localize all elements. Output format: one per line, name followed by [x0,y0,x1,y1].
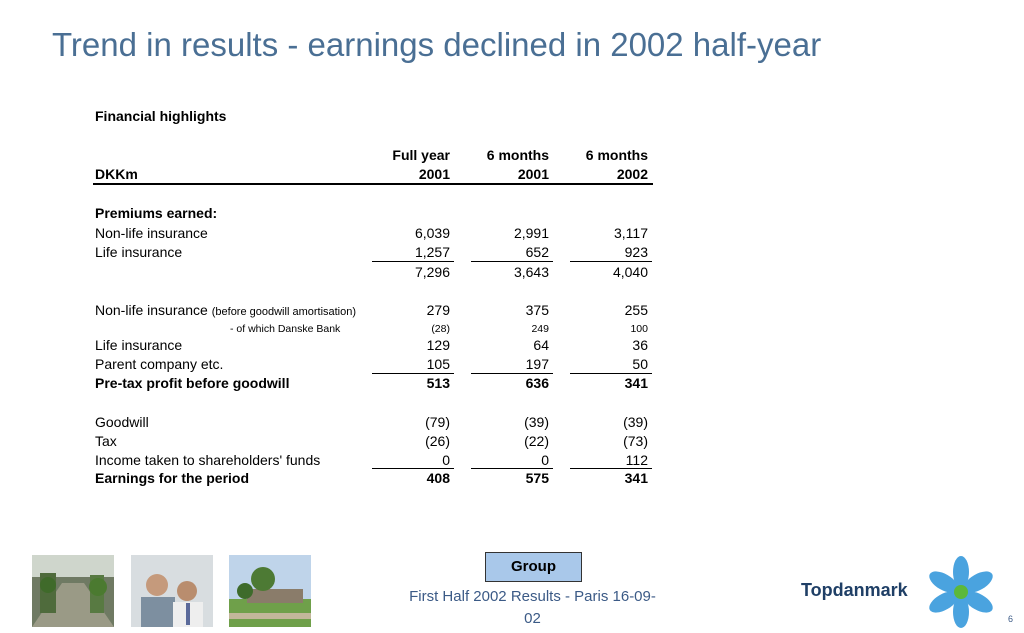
cell-value: 3,117 [614,225,648,241]
row-label: Parent company etc. [95,356,224,372]
cell-value: 636 [525,375,549,391]
col-header-1-line2: 2001 [418,166,450,182]
cell-value: 3,643 [513,264,549,280]
unit-label: DKKm [95,166,138,182]
headquarters-building-photo [229,555,311,627]
cell-value: 4,040 [612,264,648,280]
subtotal-rule [471,261,553,262]
page-number: 6 [1008,614,1014,624]
subtotal-rule [570,261,652,262]
cell-value: (26) [425,433,450,449]
subtotal-rule [570,468,652,469]
col-header-3-line1: 6 months [585,147,648,163]
row-label: Tax [95,433,117,449]
cell-value: 0 [442,452,450,468]
row-label: Income taken to shareholders' funds [95,452,321,468]
subtotal-rule [471,468,553,469]
cell-value: 1,257 [414,244,450,260]
cell-value: 375 [525,302,549,318]
cell-value: (22) [524,433,549,449]
subtotal-rule [471,373,553,374]
cell-value: 197 [525,356,549,372]
row-label: Life insurance [95,244,183,260]
col-header-2-line1: 6 months [486,147,549,163]
row-label: Non-life insurance (before goodwill amor… [95,302,356,321]
cell-value: 105 [426,356,450,372]
cell-value: (28) [431,323,450,335]
header-rule [93,183,653,185]
row-label: Pre-tax profit before goodwill [95,375,290,391]
cell-value: 341 [624,470,648,486]
row-label: Earnings for the period [95,470,250,486]
cell-value: (39) [524,414,549,430]
cell-value: 255 [624,302,648,318]
section-title: Financial highlights [95,108,227,124]
col-header-2-line2: 2001 [517,166,549,182]
cell-value: 6,039 [414,225,450,241]
cell-value: 36 [632,337,648,353]
flower-logo-icon [929,556,993,628]
cell-value: 129 [426,337,450,353]
footer-line-1: First Half 2002 Results - Paris 16-09- [409,588,656,605]
cell-value: 100 [630,323,648,335]
topdanmark-logo-text: Topdanmark [801,580,908,600]
cell-value: 513 [426,375,450,391]
col-header-3-line2: 2002 [616,166,648,182]
cell-value: 2,991 [513,225,549,241]
cell-value: 50 [632,356,648,372]
cell-value: 0 [541,452,549,468]
cell-value: (73) [623,433,648,449]
row-label-text: Non-life insurance [95,302,208,318]
cell-value: (79) [425,414,450,430]
subtotal-rule [372,468,454,469]
cell-value: 652 [525,244,549,260]
subtotal-rule [372,261,454,262]
cell-value: 279 [426,302,450,318]
row-label: - of which Danske Bank [230,323,341,335]
row-label: Goodwill [95,414,149,430]
footer-line-2: 02 [524,610,541,627]
subtotal-rule [570,373,652,374]
col-header-1-line1: Full year [392,147,450,163]
subtotal-rule [372,373,454,374]
group-button[interactable]: Group [485,552,582,582]
cell-value: 341 [624,375,648,391]
row-label: Life insurance [95,337,183,353]
office-interior-photo [32,555,114,627]
business-people-photo [131,555,213,627]
cell-value: 249 [531,323,549,335]
row-note: (before goodwill amortisation) [211,306,357,318]
cell-value: (39) [623,414,648,430]
premiums-heading: Premiums earned: [95,205,218,221]
cell-value: 64 [533,337,549,353]
cell-value: 408 [426,470,450,486]
slide-title: Trend in results - earnings declined in … [52,26,822,63]
cell-value: 923 [624,244,648,260]
cell-value: 575 [525,470,549,486]
cell-value: 112 [625,452,648,468]
footer-caption: First Half 2002 Results - Paris 16-09- 0… [390,586,675,630]
cell-value: 7,296 [414,264,450,280]
row-label: Non-life insurance [95,225,208,241]
